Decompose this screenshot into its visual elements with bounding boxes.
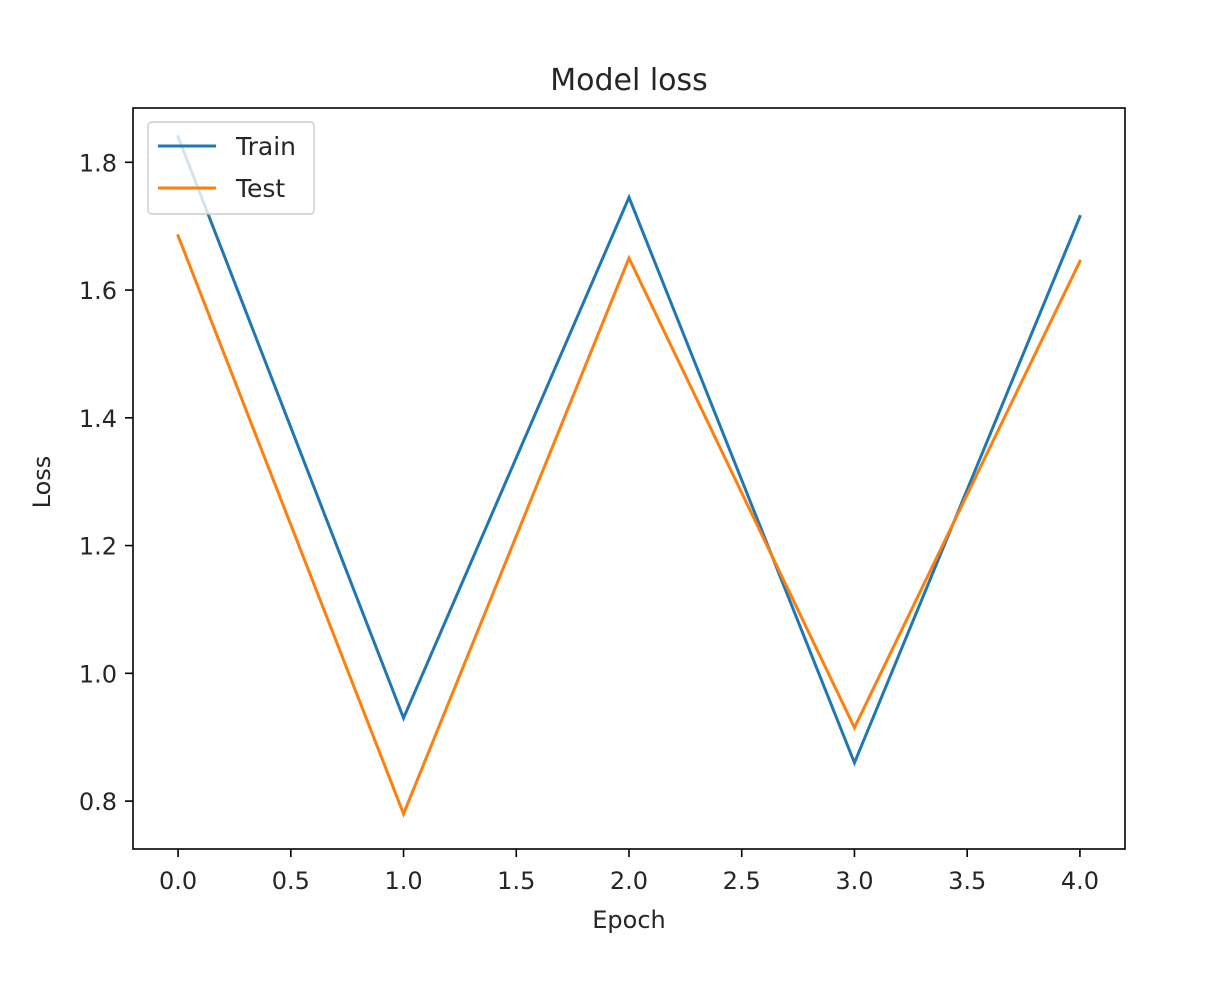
x-tick-label: 4.0 bbox=[1061, 867, 1099, 895]
series-line-test bbox=[176, 233, 1082, 818]
series-line-train bbox=[176, 134, 1082, 767]
x-tick-label: 2.5 bbox=[723, 867, 761, 895]
y-tick-label: 0.8 bbox=[79, 788, 117, 816]
y-tick-layer: 0.8 1.0 1.2 1.4 1.6 1.8 bbox=[79, 149, 133, 816]
y-tick-label: 1.8 bbox=[79, 149, 117, 177]
legend-train-label: Train bbox=[235, 132, 296, 161]
x-axis-label: Epoch bbox=[592, 906, 666, 934]
legend-test-label: Test bbox=[235, 174, 285, 203]
legend: Train Test bbox=[147, 121, 315, 215]
y-tick-label: 1.6 bbox=[79, 277, 117, 305]
series-layer bbox=[176, 134, 1082, 818]
y-axis-label: Loss bbox=[28, 456, 56, 509]
y-tick-label: 1.4 bbox=[79, 405, 117, 433]
x-tick-label: 3.5 bbox=[948, 867, 986, 895]
y-tick-label: 1.0 bbox=[79, 660, 117, 688]
plot-area bbox=[133, 108, 1125, 849]
x-tick-label: 0.5 bbox=[272, 867, 310, 895]
y-tick-label: 1.2 bbox=[79, 533, 117, 561]
x-tick-label: 0.0 bbox=[159, 867, 197, 895]
x-tick-label: 2.0 bbox=[610, 867, 648, 895]
x-tick-layer: 0.0 0.5 1.0 1.5 2.0 2.5 3.0 3.5 4.0 bbox=[159, 849, 1099, 895]
chart-title: Model loss bbox=[550, 63, 708, 98]
x-tick-label: 1.5 bbox=[497, 867, 535, 895]
x-tick-label: 1.0 bbox=[384, 867, 422, 895]
x-tick-label: 3.0 bbox=[835, 867, 873, 895]
